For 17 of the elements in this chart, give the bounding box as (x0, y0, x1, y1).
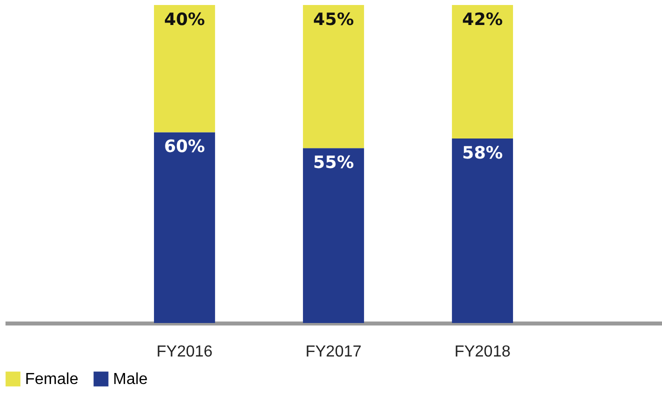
data-label: 55% (313, 153, 354, 174)
bar (302, 5, 364, 148)
x-tick-label: FY2017 (305, 344, 362, 360)
bar (302, 148, 364, 323)
data-label: 60% (164, 137, 205, 158)
bar (154, 132, 216, 323)
legend-label: Female (25, 371, 78, 388)
bar (154, 5, 216, 132)
data-label: 45% (313, 10, 354, 30)
bar (452, 5, 514, 139)
legend-label: Male (113, 371, 148, 388)
data-label: 42% (462, 10, 503, 30)
x-tick-label: FY2018 (454, 344, 511, 360)
data-label: 58% (462, 144, 503, 164)
bar (452, 138, 514, 323)
x-tick-label: FY2016 (156, 344, 213, 360)
data-label: 40% (164, 10, 205, 30)
